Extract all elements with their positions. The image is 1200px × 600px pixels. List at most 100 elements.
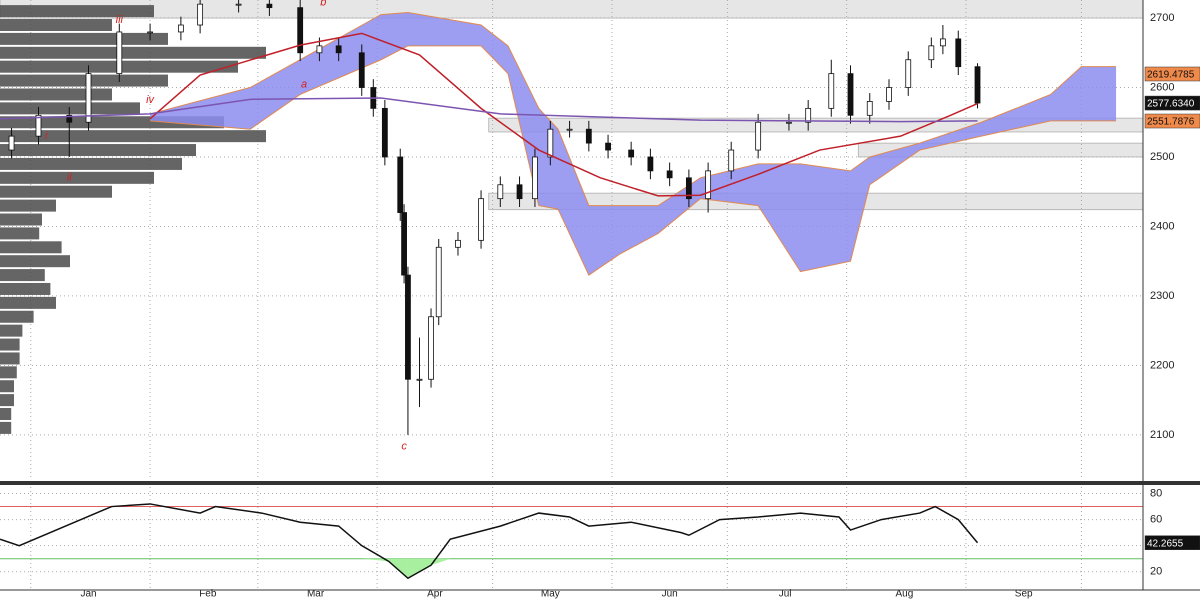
x-tick-label: Jun bbox=[662, 589, 678, 600]
candle-body bbox=[397, 156, 404, 213]
volume-profile-bar bbox=[0, 227, 40, 240]
candle-body bbox=[886, 87, 892, 102]
y-tick-label: 2500 bbox=[1150, 151, 1174, 163]
plot-area bbox=[0, 487, 1143, 590]
wave-label: i bbox=[45, 130, 48, 142]
price-tag bbox=[1144, 95, 1200, 111]
x-tick-label: Jan bbox=[80, 589, 96, 600]
volume-profile-bar bbox=[0, 171, 154, 184]
y-tick-label: 60 bbox=[1150, 514, 1162, 526]
price-tag-label: 2619.4785 bbox=[1147, 70, 1195, 81]
candle-body bbox=[147, 31, 153, 34]
candle-body bbox=[547, 128, 554, 158]
volume-profile-bar bbox=[0, 269, 45, 282]
candle-body bbox=[628, 149, 635, 158]
candle-body bbox=[416, 378, 423, 381]
candle-body bbox=[516, 184, 523, 200]
price-tag-label: 2551.7876 bbox=[1147, 117, 1195, 128]
candle-body bbox=[666, 170, 673, 179]
price-tag-label: 42.2655 bbox=[1147, 538, 1184, 549]
volume-profile-bar bbox=[0, 255, 70, 268]
volume-profile-bar bbox=[0, 380, 14, 393]
candle-body bbox=[928, 45, 935, 61]
candle-body bbox=[755, 121, 762, 151]
candle-body bbox=[8, 135, 15, 151]
y-tick-label: 2200 bbox=[1150, 359, 1174, 371]
cloud-area bbox=[150, 12, 1117, 276]
x-tick-label: Jul bbox=[779, 589, 792, 600]
volume-profile-bar bbox=[0, 5, 154, 18]
candle-body bbox=[805, 107, 812, 123]
candle-body bbox=[828, 73, 835, 109]
volume-profile-bar bbox=[0, 74, 168, 87]
volume-profile-bar bbox=[0, 408, 12, 421]
volume-profile-bar bbox=[0, 46, 266, 59]
y-tick-label: 2300 bbox=[1150, 290, 1174, 302]
volume-profile-bar bbox=[0, 19, 112, 32]
price-tag bbox=[1144, 535, 1200, 550]
candle-body bbox=[866, 101, 873, 116]
volume-profile-bar bbox=[0, 352, 20, 365]
x-tick-label: Sep bbox=[1015, 589, 1033, 600]
candle-body bbox=[605, 142, 611, 151]
x-tick-label: Feb bbox=[199, 589, 217, 600]
candle-body bbox=[566, 128, 573, 131]
cloud-lower-edge bbox=[150, 45, 1117, 276]
candle-body bbox=[974, 66, 981, 104]
volume-profile-bar bbox=[0, 88, 112, 101]
volume-profile-bar bbox=[0, 296, 56, 309]
candle-body bbox=[358, 52, 365, 88]
volume-profile-bar bbox=[0, 213, 42, 226]
candle-body bbox=[35, 114, 42, 137]
candle-body bbox=[116, 31, 123, 75]
wave-label: ii bbox=[67, 172, 72, 184]
candle-body bbox=[428, 316, 434, 380]
volume-profile-bar bbox=[0, 157, 182, 170]
candle-body bbox=[405, 274, 411, 380]
rsi-line bbox=[0, 503, 979, 580]
volume-profile-bar bbox=[0, 241, 62, 254]
oversold-fill bbox=[407, 558, 432, 579]
volume-profile-bar bbox=[0, 338, 20, 351]
wave-label: a bbox=[301, 79, 307, 91]
candle-body bbox=[847, 73, 854, 116]
candle-body bbox=[177, 24, 184, 33]
panel-separator bbox=[0, 481, 1200, 485]
x-tick-label: May bbox=[541, 589, 560, 600]
candle-body bbox=[786, 121, 792, 124]
volume-profile-bar bbox=[0, 32, 168, 45]
candle-body bbox=[647, 156, 654, 172]
candle-body bbox=[66, 114, 73, 123]
candle-body bbox=[381, 107, 388, 158]
candle-body bbox=[266, 3, 273, 9]
moving-average bbox=[149, 32, 978, 197]
oversold-fill bbox=[431, 558, 451, 566]
y-tick-label: 2600 bbox=[1150, 81, 1174, 93]
price-tag bbox=[1144, 113, 1200, 129]
candle-body bbox=[939, 38, 946, 47]
candle-body bbox=[955, 38, 962, 68]
plot-area bbox=[0, 0, 1143, 480]
candle-body bbox=[905, 59, 912, 88]
candle-body bbox=[728, 149, 735, 172]
price-tag-label: 2577.6340 bbox=[1147, 99, 1195, 110]
candle-body bbox=[532, 156, 538, 200]
volume-profile-bar bbox=[0, 102, 140, 115]
volume-profile-bar bbox=[0, 394, 14, 407]
moving-average bbox=[0, 97, 978, 123]
volume-profile-bar bbox=[0, 324, 23, 337]
candle-body bbox=[705, 170, 712, 200]
candle-body bbox=[235, 3, 242, 6]
y-tick-label: 80 bbox=[1150, 487, 1162, 499]
candle-body bbox=[197, 3, 204, 26]
y-tick-label: 2700 bbox=[1150, 12, 1174, 24]
candle-body bbox=[335, 45, 342, 54]
wave-label: b bbox=[320, 0, 326, 9]
candle-body bbox=[85, 73, 92, 123]
candle-body bbox=[401, 212, 407, 276]
candle-body bbox=[435, 246, 442, 318]
candle-body bbox=[316, 45, 323, 54]
wave-label: c bbox=[401, 441, 407, 453]
oversold-fill bbox=[361, 558, 389, 562]
